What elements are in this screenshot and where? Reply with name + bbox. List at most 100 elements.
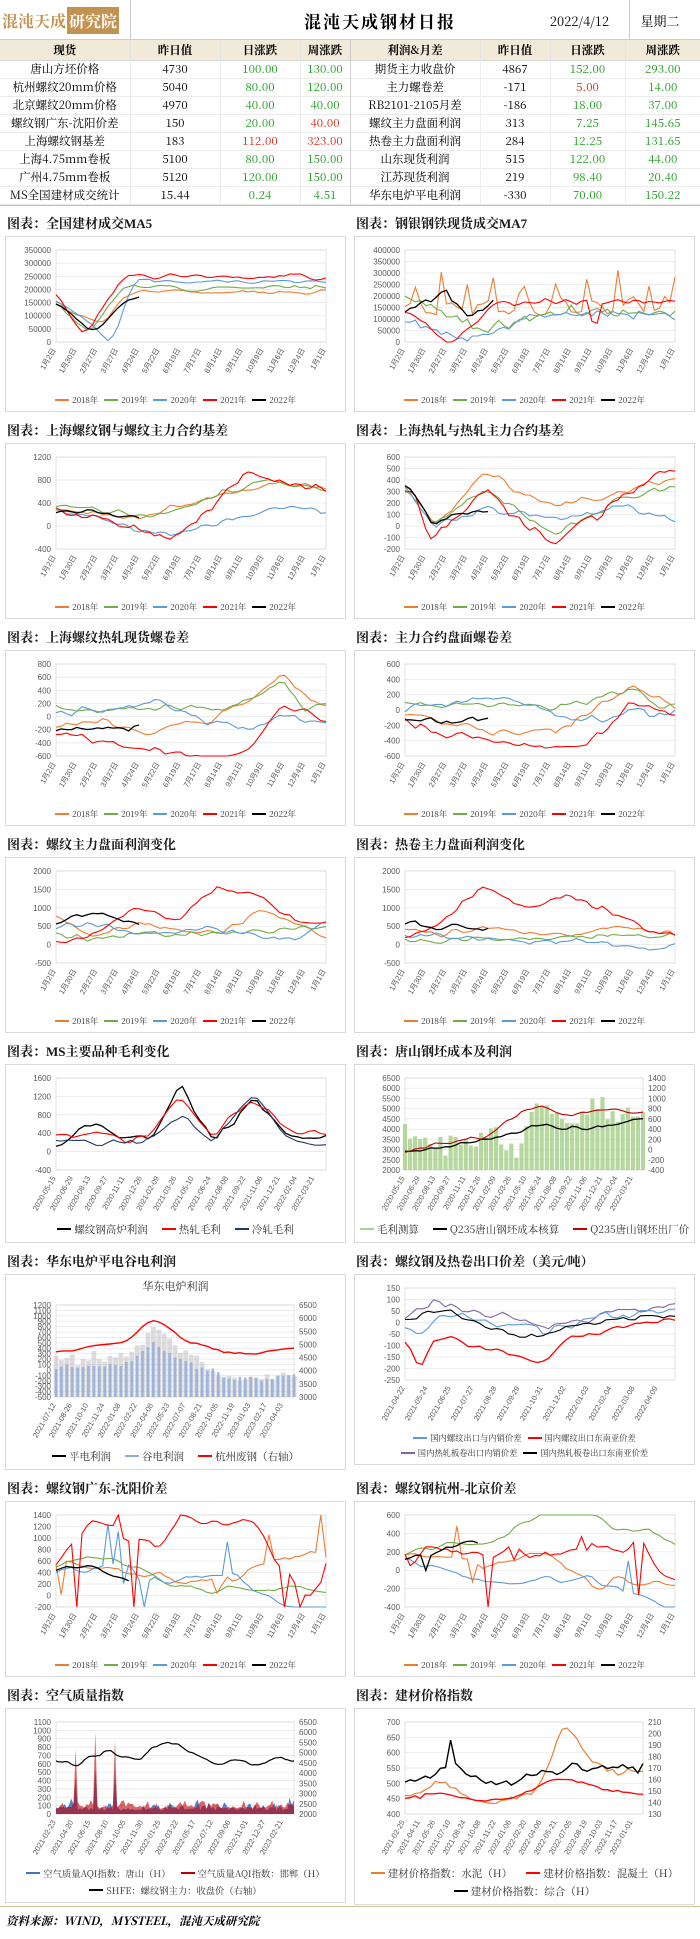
svg-text:-50: -50 bbox=[388, 1330, 400, 1339]
svg-text:800: 800 bbox=[648, 1104, 662, 1113]
svg-text:1400: 1400 bbox=[33, 1511, 51, 1520]
svg-text:400000: 400000 bbox=[373, 246, 400, 255]
svg-text:-200: -200 bbox=[35, 1603, 52, 1612]
svg-text:3500: 3500 bbox=[299, 1779, 317, 1788]
svg-text:2000: 2000 bbox=[382, 1166, 400, 1175]
svg-text:400: 400 bbox=[387, 1529, 401, 1538]
svg-text:3000: 3000 bbox=[299, 1789, 317, 1798]
svg-text:0: 0 bbox=[396, 1566, 401, 1575]
svg-text:-200: -200 bbox=[35, 725, 52, 734]
svg-text:200000: 200000 bbox=[373, 292, 400, 301]
svg-text:200: 200 bbox=[387, 690, 401, 699]
svg-text:1200: 1200 bbox=[33, 453, 51, 462]
svg-text:1600: 1600 bbox=[33, 1074, 51, 1083]
svg-text:500: 500 bbox=[38, 1768, 52, 1777]
svg-text:0: 0 bbox=[396, 522, 401, 531]
svg-text:-400: -400 bbox=[35, 1166, 52, 1175]
svg-text:800: 800 bbox=[38, 476, 52, 485]
svg-text:4500: 4500 bbox=[382, 1114, 400, 1123]
svg-text:4500: 4500 bbox=[299, 1353, 317, 1362]
svg-text:100: 100 bbox=[38, 1801, 52, 1810]
svg-text:-400: -400 bbox=[35, 738, 52, 747]
svg-text:6000: 6000 bbox=[299, 1314, 317, 1323]
svg-text:800: 800 bbox=[38, 1110, 52, 1119]
svg-text:170: 170 bbox=[648, 1764, 662, 1773]
svg-text:600: 600 bbox=[38, 1557, 52, 1566]
svg-text:-600: -600 bbox=[384, 752, 401, 761]
svg-text:100: 100 bbox=[387, 510, 401, 519]
svg-text:150: 150 bbox=[648, 1787, 662, 1796]
svg-text:3000: 3000 bbox=[299, 1393, 317, 1402]
svg-text:6000: 6000 bbox=[299, 1728, 317, 1737]
svg-text:1500: 1500 bbox=[382, 885, 400, 894]
svg-text:300: 300 bbox=[387, 487, 401, 496]
svg-text:3500: 3500 bbox=[299, 1379, 317, 1388]
svg-text:190: 190 bbox=[648, 1741, 662, 1750]
svg-text:-400: -400 bbox=[384, 736, 401, 745]
svg-text:5500: 5500 bbox=[299, 1738, 317, 1747]
svg-text:400: 400 bbox=[38, 1776, 52, 1785]
svg-text:1000: 1000 bbox=[648, 1094, 666, 1103]
svg-text:0: 0 bbox=[47, 940, 52, 949]
svg-text:400: 400 bbox=[38, 1129, 52, 1138]
svg-text:0: 0 bbox=[396, 338, 401, 347]
svg-text:600: 600 bbox=[387, 453, 401, 462]
svg-text:4500: 4500 bbox=[299, 1758, 317, 1767]
svg-text:200: 200 bbox=[648, 1135, 662, 1144]
svg-text:1000: 1000 bbox=[33, 1534, 51, 1543]
svg-text:2500: 2500 bbox=[299, 1799, 317, 1808]
svg-text:-200: -200 bbox=[384, 545, 401, 554]
svg-text:200000: 200000 bbox=[24, 285, 51, 294]
svg-text:0: 0 bbox=[47, 1810, 52, 1819]
svg-text:350000: 350000 bbox=[373, 257, 400, 266]
svg-text:-200: -200 bbox=[648, 1155, 665, 1164]
svg-text:2000: 2000 bbox=[299, 1810, 317, 1819]
svg-text:180: 180 bbox=[648, 1752, 662, 1761]
svg-text:150000: 150000 bbox=[24, 298, 51, 307]
svg-text:0: 0 bbox=[47, 1591, 52, 1600]
svg-text:6500: 6500 bbox=[382, 1074, 400, 1083]
svg-text:50000: 50000 bbox=[378, 326, 401, 335]
svg-text:5000: 5000 bbox=[299, 1340, 317, 1349]
svg-text:200: 200 bbox=[38, 699, 52, 708]
svg-text:1000: 1000 bbox=[33, 903, 51, 912]
svg-text:1200: 1200 bbox=[33, 1522, 51, 1531]
svg-text:500: 500 bbox=[387, 464, 401, 473]
svg-text:100000: 100000 bbox=[24, 311, 51, 320]
svg-text:800: 800 bbox=[38, 1545, 52, 1554]
svg-text:700: 700 bbox=[38, 1751, 52, 1760]
svg-text:600: 600 bbox=[38, 673, 52, 682]
svg-text:6000: 6000 bbox=[382, 1084, 400, 1093]
svg-text:0: 0 bbox=[47, 1147, 52, 1156]
svg-text:600: 600 bbox=[387, 1511, 401, 1520]
svg-text:650: 650 bbox=[387, 1733, 401, 1742]
svg-text:200: 200 bbox=[38, 1793, 52, 1802]
svg-text:5500: 5500 bbox=[299, 1327, 317, 1336]
svg-text:140: 140 bbox=[648, 1798, 662, 1807]
svg-text:0: 0 bbox=[47, 522, 52, 531]
svg-text:600: 600 bbox=[38, 1759, 52, 1768]
svg-text:0: 0 bbox=[396, 940, 401, 949]
svg-text:400: 400 bbox=[387, 675, 401, 684]
svg-text:1000: 1000 bbox=[33, 1726, 51, 1735]
svg-text:400: 400 bbox=[38, 1568, 52, 1577]
svg-text:500: 500 bbox=[387, 922, 401, 931]
svg-text:550: 550 bbox=[387, 1764, 401, 1773]
svg-text:1500: 1500 bbox=[33, 885, 51, 894]
svg-text:0: 0 bbox=[396, 706, 401, 715]
svg-text:0: 0 bbox=[396, 1318, 401, 1327]
svg-text:300000: 300000 bbox=[24, 259, 51, 268]
svg-text:300: 300 bbox=[38, 1784, 52, 1793]
svg-text:5000: 5000 bbox=[299, 1748, 317, 1757]
svg-text:-100: -100 bbox=[384, 1341, 401, 1350]
svg-text:50000: 50000 bbox=[29, 324, 52, 333]
svg-text:-200: -200 bbox=[384, 721, 401, 730]
svg-text:150000: 150000 bbox=[373, 303, 400, 312]
svg-text:600: 600 bbox=[387, 660, 401, 669]
svg-text:800: 800 bbox=[38, 660, 52, 669]
svg-text:5000: 5000 bbox=[382, 1104, 400, 1113]
svg-text:100000: 100000 bbox=[373, 315, 400, 324]
svg-text:-600: -600 bbox=[35, 752, 52, 761]
svg-text:6500: 6500 bbox=[299, 1718, 317, 1727]
svg-text:0: 0 bbox=[47, 338, 52, 347]
